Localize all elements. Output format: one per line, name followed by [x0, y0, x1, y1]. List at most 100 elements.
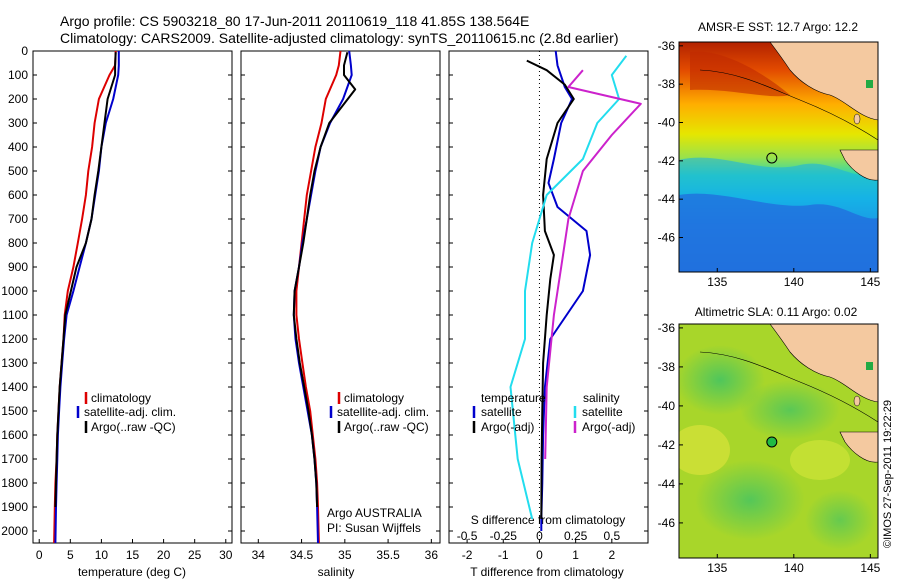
y-tick-label: 0 — [21, 44, 28, 58]
sst-map-frame — [678, 41, 879, 273]
map-y-tick-label: -42 — [658, 438, 676, 452]
x-tick-label: 35.5 — [376, 548, 400, 562]
temperature-x-label: temperature (deg C) — [78, 565, 186, 579]
land-australia — [769, 42, 878, 121]
map-x-tick-label: 135 — [707, 275, 727, 289]
salinity-series — [292, 50, 357, 544]
x-tick-label: 34.5 — [290, 548, 314, 562]
map-x-tick-label: 145 — [860, 275, 880, 289]
x-tick-label: 36 — [425, 548, 439, 562]
map-x-tick-label: 140 — [784, 275, 804, 289]
y-tick-label: 1400 — [1, 380, 28, 394]
y-tick-label: 1500 — [1, 404, 28, 418]
y-tick-label: 200 — [8, 92, 28, 106]
x-tick-label-salinity: 0.5 — [603, 529, 620, 543]
difference-legend: temperature salinity satellite Argo(-adj… — [472, 391, 635, 434]
x-tick-label: 25 — [188, 548, 202, 562]
x-tick-label: 2 — [608, 548, 615, 562]
map-y-tick-label: -40 — [658, 399, 676, 413]
map-y-tick-label: -44 — [658, 477, 676, 491]
map-x-tick-label: 135 — [707, 561, 727, 575]
x-tick-label: 1 — [572, 548, 579, 562]
series-line-argo-raw-qc- — [54, 52, 117, 508]
temperature-x-ticks: 0 5 10 15 20 25 30 — [36, 548, 233, 562]
y-tick-label: 400 — [8, 140, 28, 154]
y-tick-label: 700 — [8, 212, 28, 226]
y-tick-label: 1000 — [1, 284, 28, 298]
map-y-tick-label: -36 — [658, 39, 676, 53]
salinity-plot-frame — [240, 50, 441, 544]
legend-label-climatology: climatology — [91, 391, 151, 405]
legend-title-salinity: salinity — [583, 391, 620, 405]
legend-label-satellite: satellite-adj. clim. — [84, 405, 176, 419]
salinity-x-ticks: 34 34.5 35 35.5 36 — [252, 548, 439, 562]
difference-series — [509, 50, 642, 531]
difference-salinity-x-ticks: -0.5-0.2500.250.5 — [457, 529, 621, 543]
series-line-satellite — [540, 50, 592, 531]
temperature-legend: climatology satellite-adj. clim. Argo(..… — [76, 391, 176, 434]
map-y-tick-label: -38 — [658, 360, 676, 374]
y-tick-label: 1600 — [1, 428, 28, 442]
x-tick-label: 15 — [126, 548, 140, 562]
difference-x-ticks: -2 -1 0 1 2 — [462, 548, 616, 562]
x-tick-label: 35 — [338, 548, 352, 562]
y-tick-label: 1100 — [2, 308, 28, 322]
sla-map-ticks: 135 140 145 -36 -38 -40 -42 -44 -46 — [658, 321, 881, 575]
y-tick-label: 2000 — [1, 524, 28, 538]
legend-label-temp-satellite: satellite — [481, 405, 522, 419]
legend-label-climatology: climatology — [344, 391, 404, 405]
sst-map-ticks: 135 140 145 -36 -38 -40 -42 -44 -46 — [658, 39, 881, 289]
map-y-tick-label: -38 — [658, 77, 676, 91]
y-tick-label: 800 — [8, 236, 28, 250]
x-tick-label: 30 — [219, 548, 233, 562]
x-tick-label: 20 — [157, 548, 171, 562]
x-tick-label: -2 — [462, 548, 473, 562]
depth-axis: 0 100 200 300 400 500 600 700 800 900 1000 1100 1200… — [1, 44, 28, 538]
legend-label-temp-argo: Argo(-adj) — [481, 420, 534, 434]
y-tick-label: 1200 — [1, 332, 28, 346]
y-tick-label: 1700 — [1, 452, 28, 466]
map-y-tick-label: -42 — [658, 154, 676, 168]
difference-plot-frame — [448, 50, 649, 544]
y-tick-label: 300 — [8, 116, 28, 130]
x-tick-label: 0 — [536, 548, 543, 562]
sla-map-title: Altimetric SLA: 0.11 Argo: 0.02 — [695, 305, 858, 319]
series-line-satellite — [509, 55, 628, 520]
y-tick-label: 100 — [8, 68, 28, 82]
legend-label-satellite: satellite-adj. clim. — [337, 405, 429, 419]
x-tick-label-salinity: -0.25 — [490, 529, 518, 543]
map-y-tick-label: -44 — [658, 192, 676, 206]
title-line-2: Climatology: CARS2009. Satellite-adjuste… — [60, 30, 618, 46]
sla-profile-marker — [766, 436, 778, 448]
sst-map-image — [679, 42, 878, 272]
series-line-argo-adj- — [544, 69, 642, 460]
series-line-argo-raw-qc- — [292, 51, 357, 508]
y-tick-label: 1300 — [1, 356, 28, 370]
map-y-tick-label: -40 — [658, 116, 676, 130]
legend-label-argo: Argo(..raw -QC) — [344, 420, 429, 434]
series-line-argo-adj- — [526, 59, 575, 520]
temperature-series — [53, 50, 120, 544]
x-tick-label-salinity: -0.5 — [457, 529, 478, 543]
x-tick-label: 0 — [36, 548, 43, 562]
y-tick-label: 1800 — [1, 476, 28, 490]
difference-top-x-label: S difference from climatology — [471, 513, 626, 527]
y-tick-label: 600 — [8, 188, 28, 202]
x-tick-label: 5 — [67, 548, 74, 562]
sla-map-frame — [678, 323, 879, 559]
x-tick-label: 34 — [252, 548, 266, 562]
sst-map-title: AMSR-E SST: 12.7 Argo: 12.2 — [698, 20, 858, 34]
series-line-satellite-adj-clim- — [54, 51, 120, 544]
legend-label-sal-satellite: satellite — [582, 405, 623, 419]
legend-label-argo: Argo(..raw -QC) — [91, 420, 176, 434]
title-line-1: Argo profile: CS 5903218_80 17-Jun-2011 … — [60, 13, 529, 29]
sst-profile-marker — [766, 152, 778, 164]
sla-map-image — [679, 324, 878, 558]
map-y-tick-label: -46 — [658, 231, 676, 245]
x-tick-label: 10 — [95, 548, 109, 562]
y-tick-label: 500 — [8, 164, 28, 178]
axis-ticks — [33, 50, 648, 543]
difference-x-label: T difference from climatology — [470, 565, 624, 579]
x-tick-label: -1 — [498, 548, 509, 562]
